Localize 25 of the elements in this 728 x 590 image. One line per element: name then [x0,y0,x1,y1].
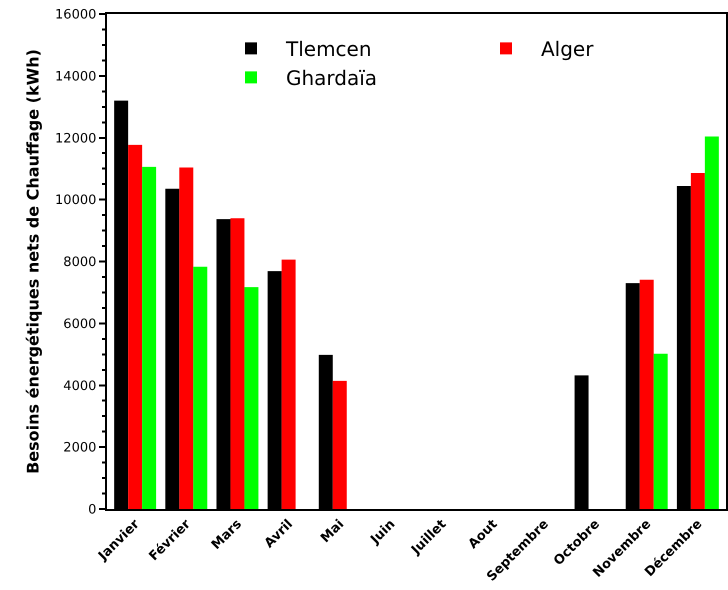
y-tick-label: 14000 [55,69,96,84]
y-tick-label: 8000 [63,255,96,270]
bar [704,136,719,509]
y-tick-label: 16000 [55,8,96,23]
bar [654,354,668,509]
bar [640,280,654,509]
bar [142,166,156,509]
bar [193,266,208,509]
bar [332,380,347,509]
y-tick-label: 10000 [55,193,96,208]
y-tick-label: 0 [88,502,96,518]
legend-label: Alger [541,37,594,62]
bar [244,287,258,509]
bar [128,144,142,509]
bar [282,260,296,509]
bar [230,218,244,509]
bar [690,173,705,509]
legend-label: Ghardaïa [286,66,378,90]
bar [179,167,194,509]
y-tick-label: 2000 [63,440,96,456]
y-axis-title: Besoins énergétiques nets de Chauffage (kWh) [23,49,42,474]
legend-label: Tlemcen [285,37,372,62]
y-tick-label: 12000 [55,131,96,146]
y-tick-label: 6000 [63,316,96,332]
y-tick-label: 4000 [63,378,96,394]
